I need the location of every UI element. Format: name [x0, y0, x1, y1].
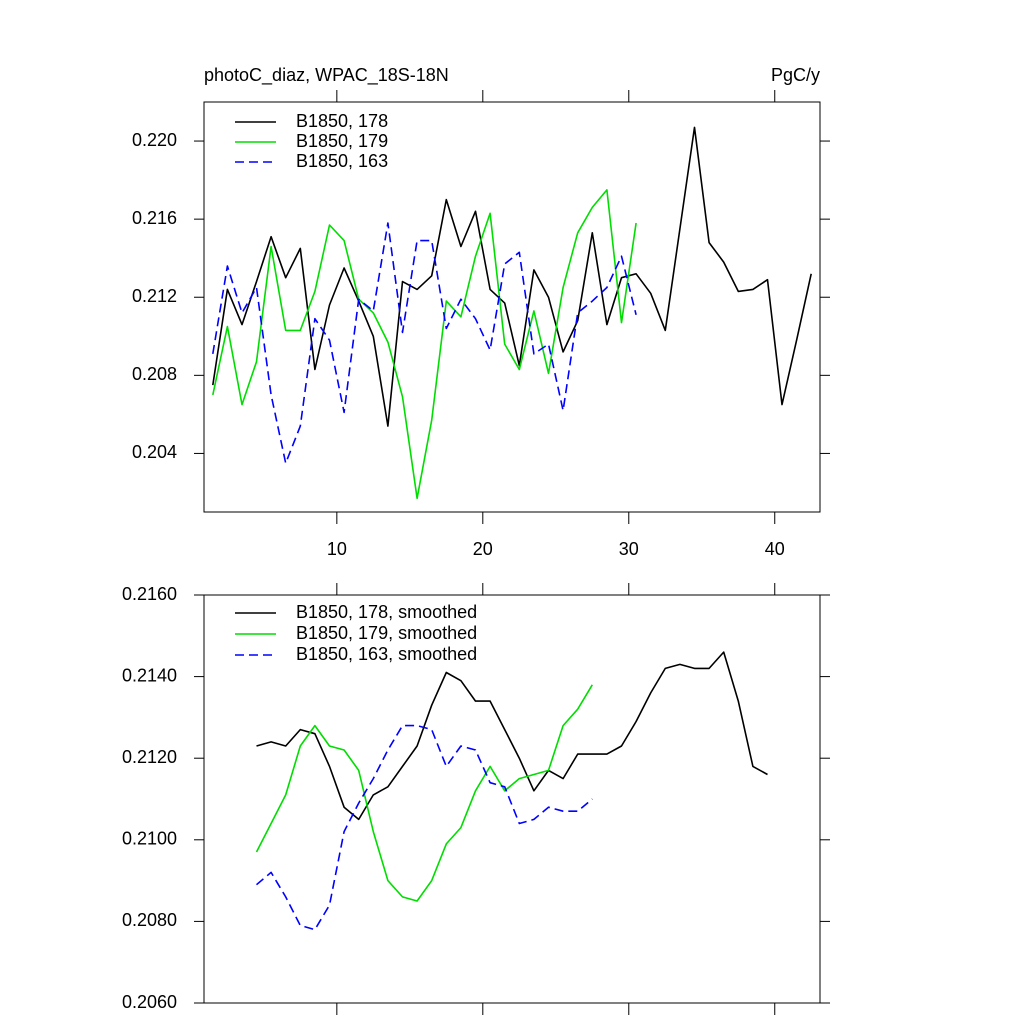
x-tick-label: 10 [327, 539, 347, 559]
y-tick-label: 0.216 [132, 208, 177, 228]
series-line [255, 724, 593, 931]
y-tick-label: 0.212 [132, 286, 177, 306]
chart-title: photoC_diaz, WPAC_18S-18N [204, 65, 449, 86]
legend-label: B1850, 179 [296, 131, 388, 151]
y-tick-label: 0.2160 [122, 584, 177, 604]
x-tick-label: 40 [765, 539, 785, 559]
legend-label: B1850, 163 [296, 151, 388, 171]
y-tick-label: 0.204 [132, 442, 177, 462]
plot-frame [203, 594, 821, 1004]
y-tick-label: 0.2080 [122, 910, 177, 930]
legend-label: B1850, 178 [296, 111, 388, 131]
series-line [212, 222, 637, 464]
x-tick-label: 20 [473, 539, 493, 559]
series-line [255, 684, 593, 902]
y-tick-label: 0.208 [132, 364, 177, 384]
x-tick-label: 30 [619, 539, 639, 559]
legend-label: B1850, 163, smoothed [296, 644, 477, 664]
series-line [212, 126, 812, 427]
plot-frame [203, 101, 821, 513]
y-tick-label: 0.220 [132, 130, 177, 150]
legend-label: B1850, 178, smoothed [296, 602, 477, 622]
series-line [256, 651, 768, 821]
y-tick-label: 0.2140 [122, 665, 177, 685]
legend-label: B1850, 179, smoothed [296, 623, 477, 643]
y-tick-label: 0.2100 [122, 829, 177, 849]
units-label: PgC/y [771, 65, 820, 85]
y-tick-label: 0.2120 [122, 747, 177, 767]
series-line [212, 189, 637, 500]
y-tick-label: 0.2060 [122, 992, 177, 1012]
